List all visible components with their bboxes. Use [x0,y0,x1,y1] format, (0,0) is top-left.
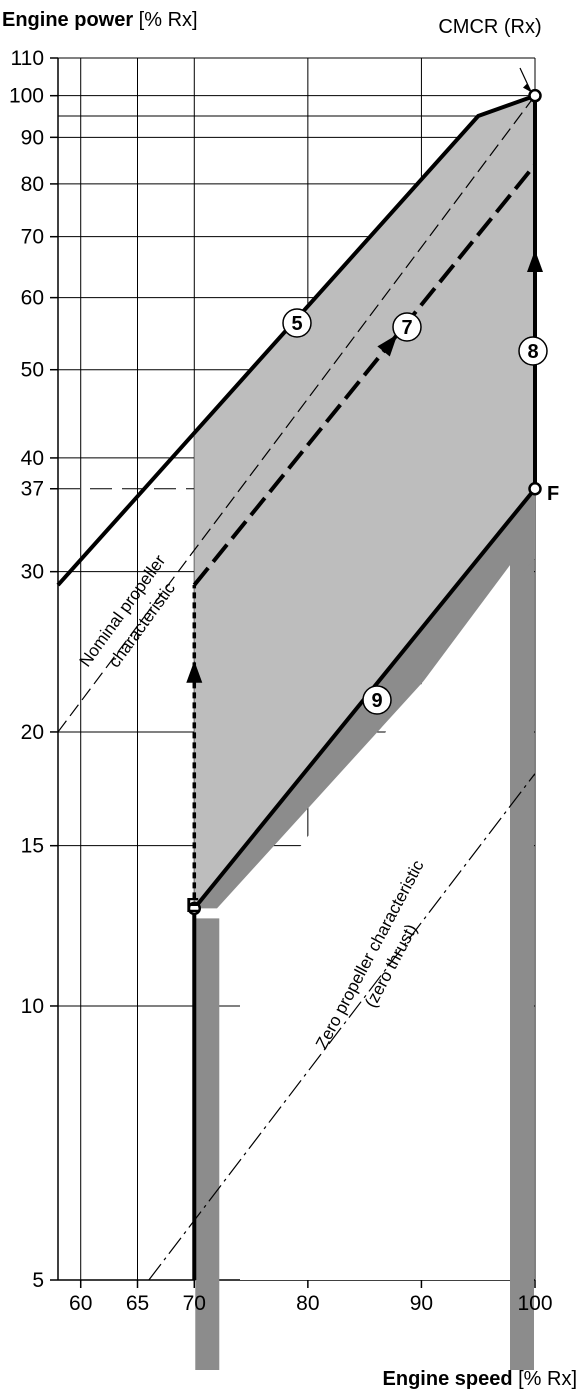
arrow-up-8-head [527,249,543,272]
x-axis-title-unit: [% Rx] [513,1368,577,1390]
point-e [187,901,202,916]
y-tick-100: 100 [9,85,44,108]
y-axis-title-unit: [% Rx] [133,9,197,31]
markers: 5 7 8 9 [186,67,548,916]
arrow-up-e-head [186,660,203,683]
y-tick-60: 60 [21,287,44,310]
arrow-up-e [186,660,203,683]
curves [56,93,537,1281]
curve-7-marker: 7 [401,317,412,339]
y-tick-70: 70 [21,226,44,249]
left-bar [195,918,220,1370]
operating-area [194,95,536,909]
x-tick-65: 65 [126,1292,149,1315]
y-tick-50: 50 [21,359,44,382]
arrow-up-8 [527,249,543,272]
nominal-propeller-line [57,95,536,733]
curve-5-marker-circle [282,308,312,338]
x-tick-70: 70 [183,1292,206,1315]
point-f [528,481,542,496]
curve-9-marker: 9 [371,690,382,712]
right-bar [510,558,534,1370]
tick-labels: 60 65 70 80 90 100 5 10 15 20 30 37 40 50 60 70 80 90 100 1… [9,47,553,1315]
curve-9-marker-circle [362,685,392,715]
curve-8-marker-circle [518,336,548,366]
arrow-curve-7 [377,334,398,357]
point-e-label: E [186,895,199,917]
x-tick-100: 100 [517,1292,552,1315]
arrow-curve-7-head [377,334,398,357]
curve-7-marker-circle [392,312,422,342]
zero-propeller-line [148,773,536,1281]
y-tick-10: 10 [21,995,44,1018]
shaded-area [194,95,536,909]
cmcr-leader-head [523,83,532,93]
x-axis-title-bold: Engine speed [383,1368,513,1390]
y-axis-title: Engine power [% Rx] [2,9,198,31]
x-tick-80: 80 [296,1292,319,1315]
point-f-label: F [547,483,559,505]
y-axis-title-bold: Engine power [2,9,133,31]
y-tick-20: 20 [21,721,44,744]
y-tick-90: 90 [21,126,44,149]
curve-8-marker: 8 [527,341,538,363]
curve-5-marker: 5 [291,313,302,335]
inner-clear [240,565,510,1280]
point-cmcr [528,88,542,103]
curve-7 [192,163,537,587]
y-tick-30: 30 [21,561,44,584]
y-tick-15: 15 [21,835,44,858]
cmcr-label: CMCR (Rx) [438,16,541,38]
nominal-annotation: Nominal propeller characteristic [76,551,180,671]
y-tick-5: 5 [32,1269,44,1292]
y-tick-40: 40 [21,447,44,470]
x-axis-title: Engine speed [% Rx] [383,1368,577,1390]
x-tick-90: 90 [410,1292,433,1315]
x-tick-60: 60 [69,1292,92,1315]
curve-5 [56,93,536,587]
y-tick-37: 37 [21,478,44,501]
y-tick-110: 110 [11,47,44,70]
y-tick-80: 80 [21,173,44,196]
